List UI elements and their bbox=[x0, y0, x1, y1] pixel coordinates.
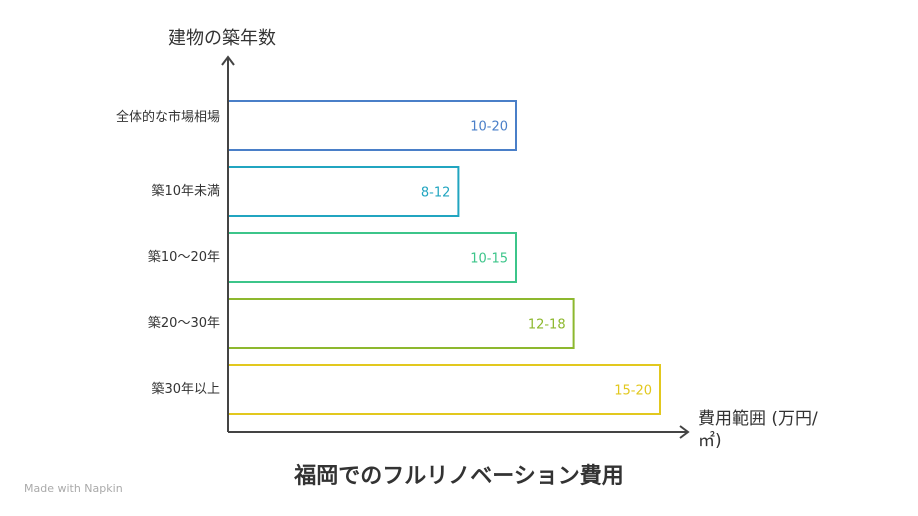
bar-1 bbox=[227, 166, 460, 217]
data-label: 8-12 bbox=[421, 186, 451, 201]
data-label: 12-18 bbox=[528, 318, 566, 333]
bar-2 bbox=[227, 232, 517, 283]
x-axis bbox=[228, 425, 690, 439]
bar-3 bbox=[227, 298, 575, 349]
category-label: 築10～20年 bbox=[147, 249, 220, 265]
data-label: 10-15 bbox=[470, 252, 508, 267]
bar-4 bbox=[227, 364, 661, 415]
category-label: 築30年以上 bbox=[151, 381, 220, 397]
data-label: 10-20 bbox=[470, 120, 508, 135]
watermark: Made with Napkin bbox=[24, 482, 123, 495]
chart-title: 福岡でのフルリノベーション費用 bbox=[294, 464, 624, 489]
category-label: 全体的な市場相場 bbox=[115, 109, 220, 125]
x-axis-title: 費用範囲 (万円/㎡) bbox=[698, 409, 818, 451]
category-label: 築20～30年 bbox=[147, 315, 220, 331]
category-label: 築10年未満 bbox=[151, 183, 220, 199]
data-label: 15-20 bbox=[614, 384, 652, 399]
y-axis-title: 建物の築年数 bbox=[168, 28, 276, 49]
bar-0 bbox=[227, 100, 517, 151]
y-axis bbox=[221, 55, 235, 432]
